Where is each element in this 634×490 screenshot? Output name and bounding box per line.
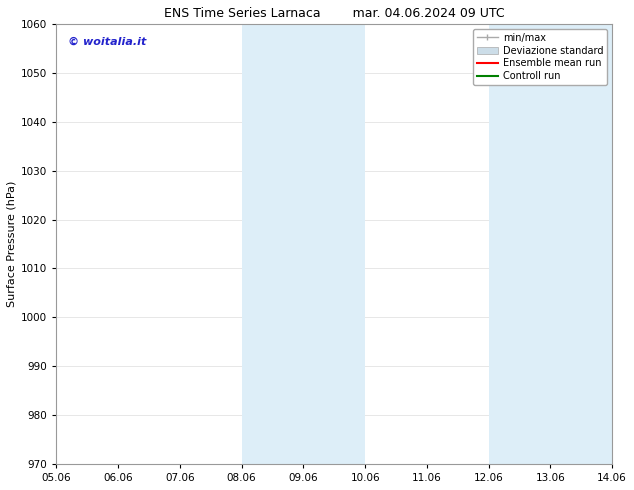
Legend: min/max, Deviazione standard, Ensemble mean run, Controll run: min/max, Deviazione standard, Ensemble m… <box>473 29 607 85</box>
Title: ENS Time Series Larnaca        mar. 04.06.2024 09 UTC: ENS Time Series Larnaca mar. 04.06.2024 … <box>164 7 505 20</box>
Bar <box>489 24 612 464</box>
Text: © woitalia.it: © woitalia.it <box>67 37 146 47</box>
Bar <box>242 24 365 464</box>
Y-axis label: Surface Pressure (hPa): Surface Pressure (hPa) <box>7 181 17 307</box>
